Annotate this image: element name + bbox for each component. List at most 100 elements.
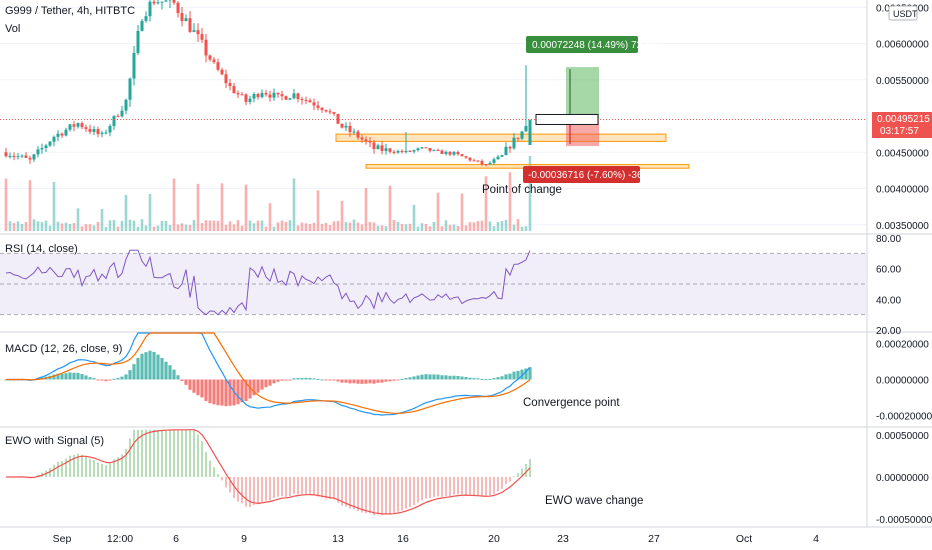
ewo-pane[interactable]: 0.00050000 0.00000000 -0.00050000	[6, 429, 932, 527]
candle-body	[324, 109, 328, 112]
candle-body	[132, 52, 136, 79]
time-tick: 12:00	[107, 533, 133, 545]
volume-bar	[200, 223, 204, 231]
macd-histogram-bar	[140, 353, 144, 380]
macd-histogram-bar	[60, 373, 64, 380]
volume-bar	[112, 220, 116, 231]
volume-bar	[340, 200, 344, 231]
volume-bar	[88, 224, 92, 231]
rsi-pane[interactable]: 80.00 60.00 40.00 20.00	[0, 234, 901, 337]
candle-body	[72, 124, 76, 127]
candle-body	[260, 92, 264, 98]
macd-histogram-bar	[152, 351, 156, 380]
volume-bar	[36, 221, 40, 231]
macd-histogram-bar	[92, 378, 96, 380]
volume-bar	[336, 220, 340, 231]
macd-histogram-bar	[316, 378, 320, 380]
macd-histogram-bar	[128, 370, 132, 380]
volume-bar	[364, 188, 368, 231]
convergence-point-note: Convergence point	[523, 397, 620, 409]
volume-bar	[216, 220, 220, 231]
candle-body	[388, 148, 392, 152]
macd-histogram-bar	[292, 378, 296, 380]
candle-body	[240, 94, 244, 96]
volume-bar	[120, 220, 124, 231]
volume-bar	[384, 226, 388, 231]
volume-bar	[48, 225, 52, 231]
candle-body	[236, 93, 240, 95]
time-tick: 27	[648, 533, 660, 545]
volume-bar	[16, 221, 20, 231]
volume-bar	[296, 225, 300, 231]
volume-bar	[288, 220, 292, 231]
volume-bar	[104, 226, 108, 231]
candle-body	[172, 0, 176, 3]
macd-histogram-bar	[148, 350, 152, 380]
candle-body	[444, 151, 448, 155]
macd-histogram-bar	[460, 376, 464, 380]
macd-histogram-bar	[276, 379, 280, 382]
macd-histogram-bar	[372, 379, 376, 384]
volume-bar	[144, 225, 148, 231]
volume-bar	[132, 220, 136, 231]
macd-histogram-bar	[368, 379, 372, 384]
pane-separators	[0, 0, 932, 528]
macd-line	[6, 332, 531, 416]
candle-body	[252, 94, 256, 99]
volume-bar	[240, 225, 244, 231]
volume-bar	[96, 221, 100, 231]
long-position-tool[interactable]	[0, 67, 866, 147]
macd-histogram-bar	[332, 379, 336, 381]
macd-histogram-bar	[380, 379, 384, 383]
volume-bar	[180, 223, 184, 231]
volume-bar	[72, 223, 76, 231]
volume-bar	[156, 225, 160, 231]
volume-bar	[212, 220, 216, 231]
candle-body	[352, 131, 356, 133]
candle-body	[456, 152, 460, 155]
candle-body	[304, 99, 308, 101]
candle-body	[212, 59, 216, 63]
candle-body	[12, 156, 16, 158]
candle-body	[216, 62, 220, 70]
volume-bar	[504, 219, 508, 231]
candle-body	[188, 18, 192, 32]
candle-body	[256, 94, 260, 98]
currency-button-label: USDT	[893, 9, 918, 19]
macd-histogram-bar	[524, 368, 528, 380]
price-pane[interactable]: 0.006500000.006000000.005500000.00450000…	[0, 0, 929, 232]
macd-histogram-bar	[280, 379, 284, 381]
candle-body	[208, 55, 212, 60]
currency-button[interactable]	[888, 5, 918, 21]
volume-bar	[68, 223, 72, 231]
macd-histogram-bar	[424, 374, 428, 380]
candle-body	[104, 132, 108, 134]
macd-histogram-bar	[472, 378, 476, 380]
candle-body	[84, 127, 88, 129]
macd-pane[interactable]: 0.00020000 0.00000000 -0.00020000	[4, 332, 932, 422]
candle-body	[520, 131, 524, 139]
candle-body	[56, 133, 60, 137]
volume-bar	[428, 226, 432, 231]
candle-body	[148, 1, 152, 17]
macd-histogram-bar	[328, 379, 332, 381]
volume-bars	[4, 156, 532, 231]
macd-histogram-bar	[448, 375, 452, 380]
macd-histogram-bar	[300, 377, 304, 380]
volume-bar	[356, 222, 360, 231]
candle-body	[76, 123, 80, 127]
macd-histogram-bar	[80, 374, 84, 380]
volume-bar	[124, 194, 128, 231]
volume-bar	[184, 224, 188, 231]
candle-body	[176, 2, 180, 14]
macd-histogram-bar	[488, 378, 492, 380]
candle-body	[376, 145, 380, 150]
profit-label-bg	[526, 36, 638, 53]
volume-bar	[160, 220, 164, 231]
macd-histogram-bar	[112, 378, 116, 380]
volume-bar	[516, 219, 520, 231]
volume-bar	[284, 221, 288, 231]
macd-histogram-bar	[496, 377, 500, 380]
rsi-tick: 80.00	[876, 234, 901, 245]
